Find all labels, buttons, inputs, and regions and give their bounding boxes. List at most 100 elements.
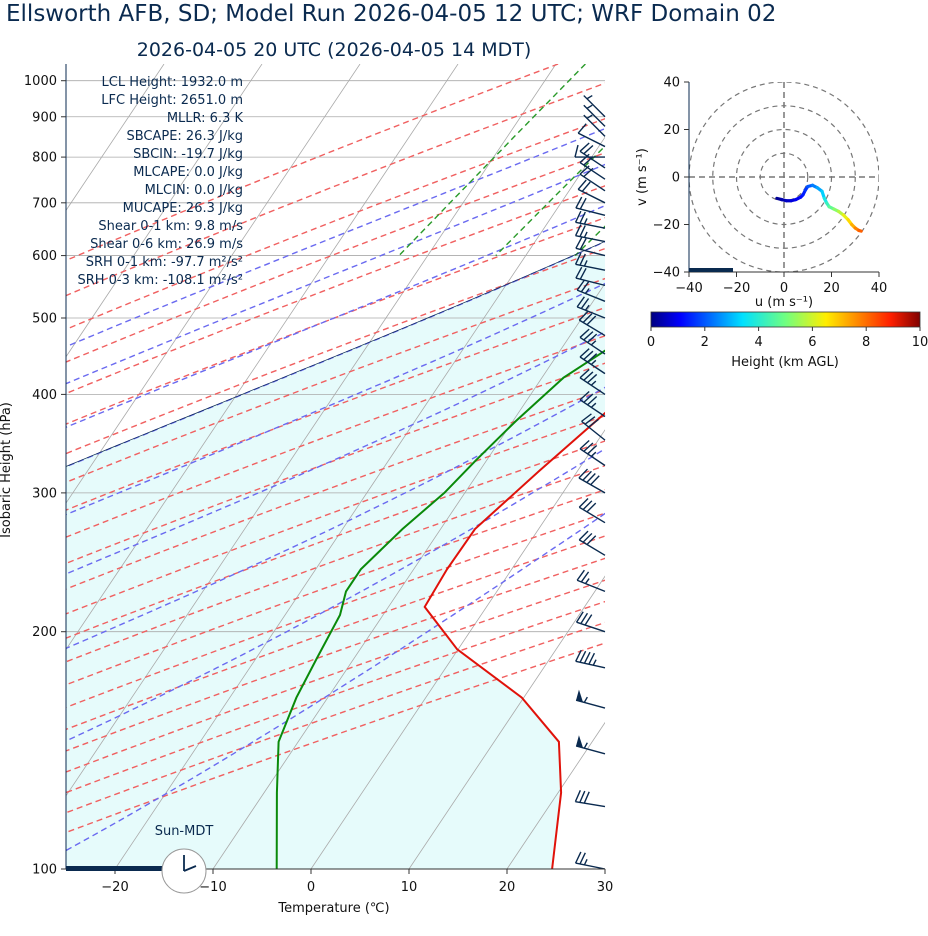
hodograph-panel: −40 −20 0 20 40 −40 −20 0 20 40 u (m s⁻¹) v (m s⁻…: [635, 76, 887, 311]
sounding-stats: LCL Height: 1932.0 m LFC Height: 2651.0 m…: [77, 75, 243, 288]
y-tick-label: 500: [32, 312, 57, 327]
stat-line: MLCIN: 0.0 J/kg: [145, 183, 243, 198]
stat-line: SBCIN: -19.7 J/kg: [133, 147, 243, 162]
stat-line: Shear 0-6 km: 26.9 m/s: [90, 237, 243, 252]
isotherm-line: [703, 64, 928, 869]
colorbar-tick-label: 0: [647, 335, 655, 350]
wind-barb: [579, 348, 606, 375]
wind-barb: [579, 328, 606, 355]
hodo-y-tick-label: −40: [653, 266, 680, 281]
clock-bar: [66, 866, 164, 871]
x-tick-label: −10: [199, 880, 226, 895]
wind-barb: [576, 569, 606, 593]
hodograph-trace: [775, 183, 863, 233]
y-tick-label: 200: [32, 625, 57, 640]
stat-line: MLLR: 6.3 K: [167, 111, 244, 126]
dry-adiabat: [66, 464, 605, 663]
mixing-ratio-line: [398, 64, 586, 257]
wind-barb: [581, 413, 606, 441]
wind-barb: [576, 279, 606, 302]
colorbar-tick-label: 2: [701, 335, 709, 350]
dry-adiabat: [66, 535, 605, 731]
skew-t-panel: −20 −10 0 10 20 30 10020030040050060070080090…: [0, 64, 928, 916]
x-tick-label: 10: [401, 880, 418, 895]
wind-barb: [579, 368, 606, 395]
y-axis-ticks: 100 200 300 400 500 600 700 800 900 1000: [24, 74, 66, 878]
colorbar-tick-label: 4: [754, 335, 762, 350]
pressure-gridlines: [66, 80, 605, 869]
wind-barbs: [574, 94, 606, 870]
isotherm-line: [408, 575, 605, 869]
stat-line: MUCAPE: 26.3 J/kg: [123, 201, 243, 216]
isotherm-line: [114, 136, 605, 869]
wind-barb: [574, 224, 606, 243]
wind-barb: [575, 735, 606, 755]
mixing-ratio-line: [883, 64, 928, 256]
wind-barb: [578, 497, 606, 524]
hodo-y-tick-label: −20: [653, 218, 680, 233]
stat-line: MLCAPE: 0.0 J/kg: [133, 165, 243, 180]
mixing-ratio-line: [752, 64, 928, 256]
wind-barb: [579, 142, 606, 169]
hodograph-y-label: v (m s⁻¹): [635, 148, 650, 206]
moist-adiabat: [66, 448, 605, 742]
hodo-x-tick-label: 0: [780, 281, 788, 296]
mixing-ratio-line: [850, 64, 928, 256]
hodograph-x-label: u (m s⁻¹): [755, 295, 813, 310]
wind-barb: [579, 440, 606, 467]
clock-label: Sun-MDT: [155, 824, 214, 839]
hodo-x-tick-label: 40: [871, 281, 888, 296]
wind-barb: [575, 266, 606, 287]
stat-line: SRH 0-1 km: -97.7 m²/s²: [86, 255, 243, 270]
hodo-y-tick-label: 40: [663, 76, 680, 91]
wind-barb: [578, 530, 606, 556]
mixing-ratio-line: [495, 145, 605, 257]
colorbar-ticks: 0 2 4 6 8 10: [647, 327, 928, 350]
wind-barb: [579, 153, 606, 180]
wind-barb: [574, 851, 606, 870]
isotherm-line: [310, 429, 605, 869]
wind-barb: [575, 689, 606, 709]
chart-title: Ellsworth AFB, SD; Model Run 2026-04-05 …: [6, 1, 776, 27]
mixing-ratio-lines: [398, 64, 928, 257]
chart-subtitle: 2026-04-05 20 UTC (2026-04-05 14 MDT): [137, 39, 532, 61]
wind-barb: [574, 790, 606, 808]
x-tick-label: −20: [101, 880, 128, 895]
stat-line: SBCAPE: 26.3 J/kg: [126, 129, 243, 144]
wind-barb: [577, 179, 606, 204]
cape-area: [66, 255, 605, 869]
dry-adiabat: [66, 82, 605, 297]
wind-barb: [574, 210, 606, 229]
dry-adiabats: [66, 64, 605, 834]
moist-adiabat: [66, 163, 605, 385]
colorbar-tick-label: 8: [862, 335, 870, 350]
isotherm-line: [66, 64, 165, 212]
hodograph-segment: [857, 228, 863, 233]
y-tick-label: 1000: [24, 74, 57, 89]
wind-barb: [578, 468, 606, 494]
x-axis-label: Temperature (℃): [277, 901, 389, 916]
isotherm-line: [212, 282, 605, 869]
hodo-x-tick-label: 20: [823, 281, 840, 296]
dry-adiabat: [66, 247, 605, 455]
isotherm-line: [66, 64, 361, 504]
hodo-y-tick-label: 20: [663, 123, 680, 138]
hodograph-ticks: −40 −20 0 20 40 −40 −20 0 20 40: [653, 76, 888, 297]
colorbar-gradient: [650, 311, 921, 328]
isotherm-line: [506, 721, 605, 869]
y-tick-label: 300: [32, 486, 57, 501]
wind-barb: [577, 123, 606, 148]
dry-adiabat: [66, 362, 605, 565]
temperature-line: [423, 411, 605, 869]
isotherm-line: [66, 64, 263, 358]
isotherm-line: [66, 64, 459, 651]
x-axis-ticks: −20 −10 0 10 20 30: [101, 869, 613, 895]
dry-adiabat: [66, 512, 605, 709]
mixing-ratio-line: [917, 64, 928, 256]
height-colorbar: 0 2 4 6 8 10 Height (km AGL): [647, 311, 928, 370]
isotherm-line: [604, 868, 605, 869]
x-tick-label: 30: [597, 880, 614, 895]
mixing-ratio-line: [808, 64, 928, 256]
stat-line: LFC Height: 2651.0 m: [101, 93, 243, 108]
